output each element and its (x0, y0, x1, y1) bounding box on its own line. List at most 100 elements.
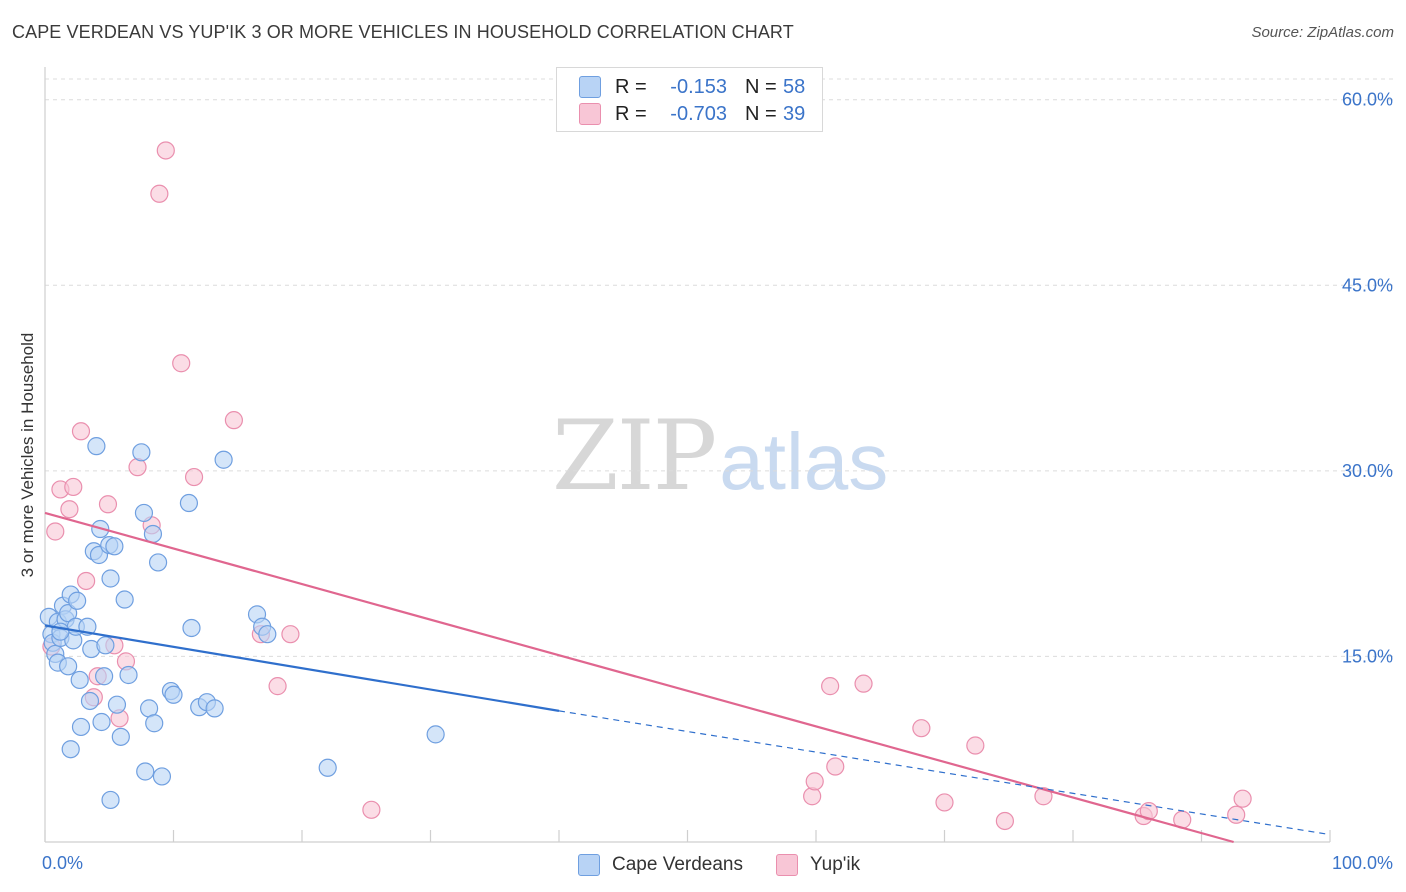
bottom-legend-swatch-pink (776, 854, 798, 876)
cape-verdean-point (318, 758, 337, 777)
yupik-point (854, 674, 873, 693)
y-tick-label: 30.0% (1342, 461, 1393, 481)
legend-r-label: R = (615, 102, 647, 125)
yupik-point (362, 800, 381, 819)
legend-swatch-pink (579, 103, 601, 125)
yupik-point (803, 787, 822, 806)
cape-verdean-point (96, 636, 115, 655)
yupik-point (1227, 805, 1246, 824)
bottom-legend-cape-verdeans: Cape Verdeans (578, 852, 743, 878)
bottom-legend-label: Yup'ik (810, 854, 861, 875)
correlation-legend: R = -0.153 N = 58 R = -0.703 N = 39 (556, 67, 823, 132)
cape-verdean-point (115, 590, 134, 609)
cape-verdean-point (59, 604, 78, 623)
y-tick-label: 15.0% (1342, 646, 1393, 666)
cape-verdean-points (39, 437, 445, 810)
cape-verdean-point (182, 618, 201, 638)
watermark: ZIPatlas (552, 400, 888, 512)
cape-verdean-point (258, 625, 277, 644)
cape-verdean-point (426, 725, 445, 744)
yupik-point (98, 495, 118, 514)
x-tick-label-max: 100.0% (1332, 853, 1393, 873)
cape-verdean-point (68, 591, 87, 610)
y-tick-label: 60.0% (1342, 90, 1393, 110)
yupik-point (935, 793, 954, 812)
yupik-point (281, 625, 300, 644)
cape-verdean-point (101, 790, 120, 810)
cape-verdean-point (70, 670, 89, 690)
legend-row-yupik: R = -0.703 N = 39 (579, 101, 805, 127)
yupik-point (71, 422, 91, 441)
axes (44, 67, 1331, 843)
cape-verdean-point (148, 553, 168, 572)
trend-lines (44, 511, 1331, 844)
bottom-legend-label: Cape Verdeans (612, 854, 743, 875)
yupik-point (64, 477, 83, 497)
legend-n-label: N = (745, 75, 777, 98)
yupik-point (805, 772, 824, 791)
y-tick-label: 45.0% (1342, 275, 1393, 295)
legend-n-value: 39 (783, 102, 806, 125)
x-tick-label-min: 0.0% (42, 853, 83, 873)
yupik-point (821, 677, 840, 696)
cape-verdean-point (61, 740, 80, 759)
cape-verdean-point (145, 714, 164, 733)
cape-verdean-point (92, 712, 111, 732)
legend-n-value: 58 (783, 75, 806, 98)
yupik-point (46, 522, 65, 541)
yupik-point (912, 719, 931, 738)
cape-verdean-point (143, 524, 163, 544)
cape-verdean-point (152, 767, 172, 786)
yupik-trend-line (44, 511, 1234, 844)
cape-verdean-point (136, 762, 155, 781)
cape-verdean-point (87, 437, 106, 456)
yupik-point (156, 141, 175, 160)
bottom-legend-swatch-blue (578, 854, 600, 876)
legend-r-label: R = (615, 75, 647, 98)
yupik-point (224, 411, 243, 430)
cape-verdean-trend-line (44, 624, 560, 712)
cape-verdean-point (164, 685, 183, 704)
cape-verdean-point (119, 665, 138, 685)
yupik-point (1034, 787, 1053, 806)
cape-verdean-point (205, 699, 224, 718)
yupik-point (1233, 789, 1252, 808)
yupik-point (268, 677, 287, 696)
legend-n-label: N = (745, 102, 777, 125)
yupik-point (995, 811, 1014, 831)
cape-verdean-trend-extension (558, 710, 1331, 836)
chart-title: CAPE VERDEAN VS YUP'IK 3 OR MORE VEHICLE… (12, 22, 794, 42)
legend-row-cape-verdeans: R = -0.153 N = 58 (579, 74, 805, 100)
yupik-point (150, 184, 169, 203)
cape-verdean-point (95, 667, 114, 686)
tick-labels: 15.0% 30.0% 45.0% 60.0% 0.0% 100.0% (42, 90, 1393, 873)
y-axis-label: 3 or more Vehicles in Household (18, 332, 37, 578)
yupik-point (77, 571, 96, 591)
legend-r-value: -0.703 (670, 102, 727, 125)
yupik-point (966, 736, 985, 755)
cape-verdean-point (111, 727, 130, 746)
legend-r-value: -0.153 (670, 75, 727, 98)
bottom-legend-yupik: Yup'ik (776, 852, 860, 878)
cape-verdean-point (179, 493, 199, 513)
cape-verdean-point (105, 537, 124, 556)
cape-verdean-point (51, 622, 70, 641)
yupik-point (128, 458, 147, 477)
yupik-point (172, 354, 191, 373)
source-credit: Source: ZipAtlas.com (1251, 24, 1394, 41)
yupik-points (42, 141, 1252, 831)
cape-verdean-point (101, 569, 120, 588)
cape-verdean-point (132, 443, 151, 462)
legend-swatch-blue (579, 76, 601, 98)
cape-verdean-point (107, 695, 127, 714)
yupik-point (60, 500, 79, 519)
yupik-point (826, 757, 845, 776)
watermark-atlas: atlas (719, 417, 889, 506)
cape-verdean-point (214, 450, 233, 469)
watermark-zip: ZIP (552, 400, 717, 512)
cape-verdean-point (59, 657, 78, 676)
yupik-point (184, 467, 204, 487)
cape-verdean-point (80, 691, 100, 711)
cape-verdean-point (71, 717, 91, 737)
